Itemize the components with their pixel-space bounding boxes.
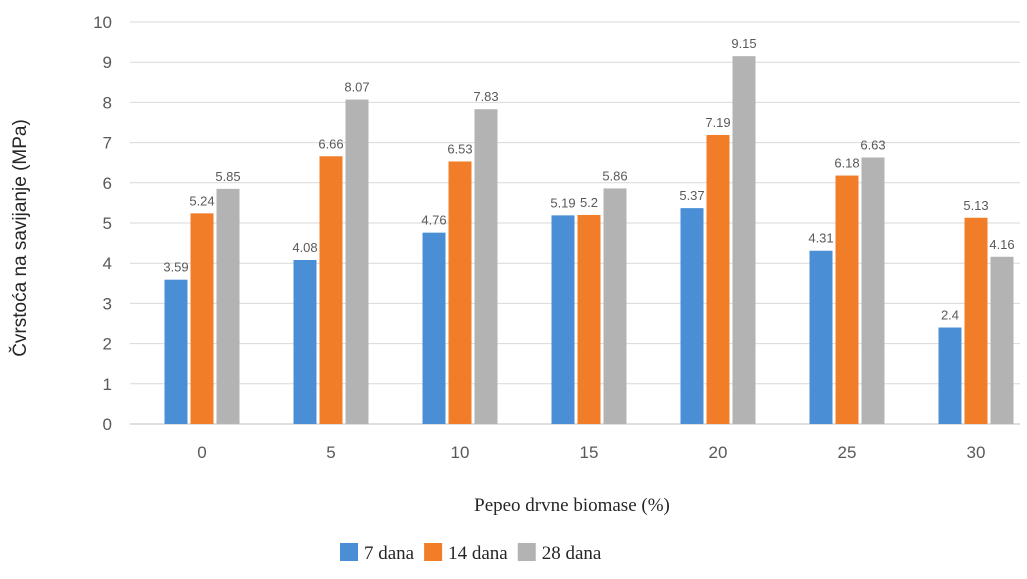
x-tick-label-25: 25 <box>838 443 857 462</box>
data-label-14-dana-30: 5.13 <box>963 198 988 213</box>
legend-swatch-14-dana <box>424 543 443 561</box>
data-label-7-dana-5: 4.08 <box>292 240 317 255</box>
x-tick-label-10: 10 <box>451 443 470 462</box>
y-tick-label-8: 8 <box>103 93 112 112</box>
data-label-7-dana-25: 4.31 <box>808 231 833 246</box>
bar-28-dana-25 <box>861 157 885 424</box>
data-label-28-dana-15: 5.86 <box>602 168 627 183</box>
legend: 7 dana 14 dana 28 dana <box>340 543 602 564</box>
x-tick-label-20: 20 <box>709 443 728 462</box>
y-tick-label-3: 3 <box>103 294 112 313</box>
legend-item-14-dana: 14 dana <box>424 543 508 564</box>
y-tick-label-6: 6 <box>103 174 112 193</box>
bar-7-dana-10 <box>422 232 446 424</box>
bar-14-dana-20 <box>706 134 730 424</box>
bar-7-dana-5 <box>293 259 317 424</box>
y-tick-label-4: 4 <box>103 254 112 273</box>
bar-28-dana-0 <box>216 188 240 424</box>
gridlines <box>130 21 1020 425</box>
data-label-14-dana-15: 5.2 <box>580 195 598 210</box>
bar-7-dana-20 <box>680 208 704 424</box>
data-label-28-dana-20: 9.15 <box>731 36 756 51</box>
data-label-28-dana-30: 4.16 <box>989 237 1014 252</box>
bar-28-dana-15 <box>603 188 627 424</box>
x-tick-label-5: 5 <box>326 443 335 462</box>
y-tick-label-2: 2 <box>103 335 112 354</box>
y-tick-label-9: 9 <box>103 53 112 72</box>
legend-swatch-7-dana <box>340 543 358 561</box>
data-label-14-dana-5: 6.66 <box>318 136 343 151</box>
data-label-14-dana-25: 6.18 <box>834 156 859 171</box>
data-label-14-dana-20: 7.19 <box>705 115 730 130</box>
bar-7-dana-30 <box>938 327 962 424</box>
y-axis-tick-labels: 0 1 2 3 4 5 6 7 8 9 10 <box>93 13 112 434</box>
legend-swatch-28-dana <box>517 543 536 561</box>
y-tick-label-7: 7 <box>103 134 112 153</box>
bar-14-dana-30 <box>964 217 988 424</box>
bar-7-dana-25 <box>809 250 833 424</box>
data-label-7-dana-15: 5.19 <box>550 195 575 210</box>
x-tick-label-30: 30 <box>967 443 986 462</box>
data-labels: 3.59 5.245.85 4.08 6.66 8.07 4.76 6.53 7.83 5.19… <box>163 36 1014 322</box>
data-label-14-dana-0: 5.24 <box>189 193 214 208</box>
legend-item-7-dana: 7 dana <box>340 543 415 564</box>
bar-7-dana-0 <box>164 279 188 424</box>
bar-14-dana-5 <box>319 156 343 424</box>
y-tick-label-5: 5 <box>103 214 112 233</box>
bar-28-dana-5 <box>345 99 369 424</box>
y-tick-label-0: 0 <box>103 415 112 434</box>
bar-28-dana-30 <box>990 256 1014 424</box>
x-tick-label-0: 0 <box>197 443 206 462</box>
bars <box>164 56 1014 425</box>
bar-14-dana-15 <box>577 214 601 424</box>
bar-14-dana-10 <box>448 161 472 424</box>
data-label-7-dana-20: 5.37 <box>679 188 704 203</box>
bar-28-dana-20 <box>732 56 756 425</box>
x-tick-label-15: 15 <box>580 443 599 462</box>
data-label-28-dana-0: 5.85 <box>215 169 240 184</box>
y-tick-label-10: 10 <box>93 13 112 32</box>
legend-label-14-dana: 14 dana <box>448 543 508 564</box>
data-label-7-dana-0: 3.59 <box>163 260 188 275</box>
data-label-28-dana-5: 8.07 <box>344 80 369 95</box>
bar-14-dana-0 <box>190 213 214 424</box>
x-axis-tick-labels: 0 5 10 15 20 25 30 <box>197 443 985 462</box>
data-label-14-dana-10: 6.53 <box>447 141 472 156</box>
y-tick-label-1: 1 <box>103 375 112 394</box>
data-label-7-dana-10: 4.76 <box>421 213 446 228</box>
data-label-28-dana-25: 6.63 <box>860 137 885 152</box>
x-axis-title: Pepeo drvne biomase (%) <box>474 495 670 516</box>
legend-item-28-dana: 28 dana <box>517 543 602 564</box>
y-axis-title: Čvrstoća na savijanje (MPa) <box>9 119 31 357</box>
legend-label-7-dana: 7 dana <box>364 543 415 564</box>
bar-28-dana-10 <box>474 109 498 424</box>
data-label-7-dana-30: 2.4 <box>941 308 959 323</box>
data-label-28-dana-10: 7.83 <box>473 89 498 104</box>
bar-14-dana-25 <box>835 175 859 424</box>
bar-7-dana-15 <box>551 215 575 424</box>
legend-label-28-dana: 28 dana <box>542 543 602 564</box>
